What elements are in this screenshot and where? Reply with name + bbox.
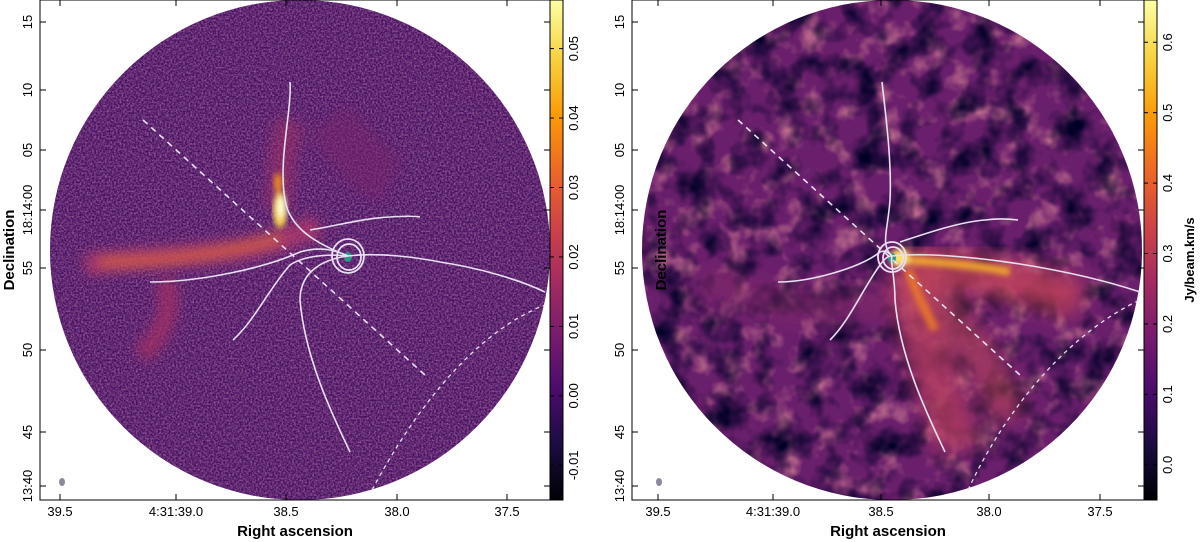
x-tick-label: 38.0 <box>976 504 1001 519</box>
streamer-south <box>299 255 351 453</box>
y-tick-label: 15 <box>612 15 627 29</box>
y-tick-label: 15 <box>20 15 35 29</box>
contour-inner <box>882 246 904 270</box>
colorbar-tick-label: 0.04 <box>566 105 581 130</box>
x-tick-label: 38.0 <box>384 504 409 519</box>
colorbar-tick-label: 0.3 <box>1160 244 1175 262</box>
streamer-east <box>777 250 893 283</box>
left-image <box>50 0 550 500</box>
y-tick-label: 50 <box>612 343 627 357</box>
colorbar-tick-label: 0.02 <box>566 244 581 269</box>
contour-inner <box>336 243 362 271</box>
y-tick-label: 45 <box>20 425 35 439</box>
colorbar-tick-label: 0.0 <box>1160 456 1175 474</box>
y-tick-label: 05 <box>20 143 35 157</box>
left-overlays <box>142 81 546 491</box>
colorbar-tick-label: 0.2 <box>1160 315 1175 333</box>
outflow-axis <box>737 119 1021 376</box>
streamer-southeast <box>232 254 349 341</box>
x-tick-label: 37.5 <box>1087 504 1112 519</box>
y-tick-label: 10 <box>20 83 35 97</box>
colorbar-tick-label: -0.01 <box>566 450 581 480</box>
left-x-ticks: 39.5 4:31:39.0 38.5 38.0 37.5 <box>47 0 520 519</box>
x-tick-label: 4:31:39.0 <box>746 504 800 519</box>
streamer-northwest <box>899 218 1019 243</box>
colorbar-tick-label: 0.03 <box>566 175 581 200</box>
right-emission <box>694 245 1087 458</box>
streamer-south <box>890 255 946 453</box>
right-image <box>642 0 1142 500</box>
x-tick-label: 38.5 <box>273 504 298 519</box>
x-tick-label: 37.5 <box>494 504 519 519</box>
left-panel: 39.5 4:31:39.0 38.5 38.0 37.5 13:40 45 50 55 18:… <box>1 0 581 540</box>
colorbar-tick-label: 0.00 <box>566 383 581 408</box>
colorbar-tick-label: 0.6 <box>1160 33 1175 51</box>
y-tick-label: 50 <box>20 343 35 357</box>
y-tick-label: 10 <box>612 83 627 97</box>
contour-outer <box>877 241 907 273</box>
right-colorbar-ticks: 0.0 0.1 0.2 0.3 0.4 0.5 0.6 <box>1144 33 1175 474</box>
y-tick-label: 13:40 <box>20 470 35 503</box>
x-tick-label: 38.5 <box>868 504 893 519</box>
right-ylabel: Declination <box>653 210 670 291</box>
colorbar-tick-label: 0.01 <box>566 314 581 339</box>
left-ylabel: Declination <box>1 210 18 291</box>
contour-outer <box>331 238 365 274</box>
streamer-north <box>282 81 349 257</box>
beam-ellipse <box>656 478 662 486</box>
beam-ellipse <box>59 478 65 486</box>
colorbar-tick-label: 0.5 <box>1160 104 1175 122</box>
left-y-ticks: 13:40 45 50 55 18:14:00 05 10 15 <box>20 15 550 503</box>
colorbar-tick-label: 0.4 <box>1160 174 1175 192</box>
right-colorbar-label: Jy/beam.km/s <box>1182 217 1197 302</box>
streamer-west <box>347 253 546 293</box>
y-tick-label: 55 <box>20 261 35 275</box>
streamer-northwest <box>309 215 421 231</box>
left-bright-knot <box>273 173 287 228</box>
streamer-north <box>881 81 893 257</box>
right-panel: 39.5 4:31:39.0 38.5 38.0 37.5 13:40 45 50 55 18:… <box>612 0 1197 540</box>
outflow-axis <box>142 119 426 376</box>
right-overlays <box>737 81 1141 491</box>
y-tick-label: 05 <box>612 143 627 157</box>
colorbar-tick-label: 0.1 <box>1160 385 1175 403</box>
y-tick-label: 13:40 <box>612 470 627 503</box>
y-tick-label: 18:14:00 <box>612 185 627 236</box>
y-tick-label: 18:14:00 <box>20 185 35 236</box>
right-xlabel: Right ascension <box>830 523 946 540</box>
colorbar-tick-label: 0.05 <box>566 36 581 61</box>
x-tick-label: 39.5 <box>47 504 72 519</box>
right-y-ticks: 13:40 45 50 55 18:14:00 05 10 15 <box>612 15 1144 503</box>
streamer-east <box>149 248 349 283</box>
left-colorbar <box>549 0 564 501</box>
y-tick-label: 55 <box>612 261 627 275</box>
x-tick-label: 39.5 <box>645 504 670 519</box>
y-tick-label: 45 <box>612 425 627 439</box>
left-xlabel: Right ascension <box>237 523 353 540</box>
x-tick-label: 4:31:39.0 <box>149 504 203 519</box>
beam-arc <box>967 299 1141 491</box>
left-colorbar-ticks: -0.01 0.00 0.01 0.02 0.03 0.04 0.05 <box>550 36 581 480</box>
right-colorbar <box>1143 0 1158 501</box>
streamer-west <box>891 253 1141 293</box>
right-x-ticks: 39.5 4:31:39.0 38.5 38.0 37.5 <box>645 0 1113 519</box>
